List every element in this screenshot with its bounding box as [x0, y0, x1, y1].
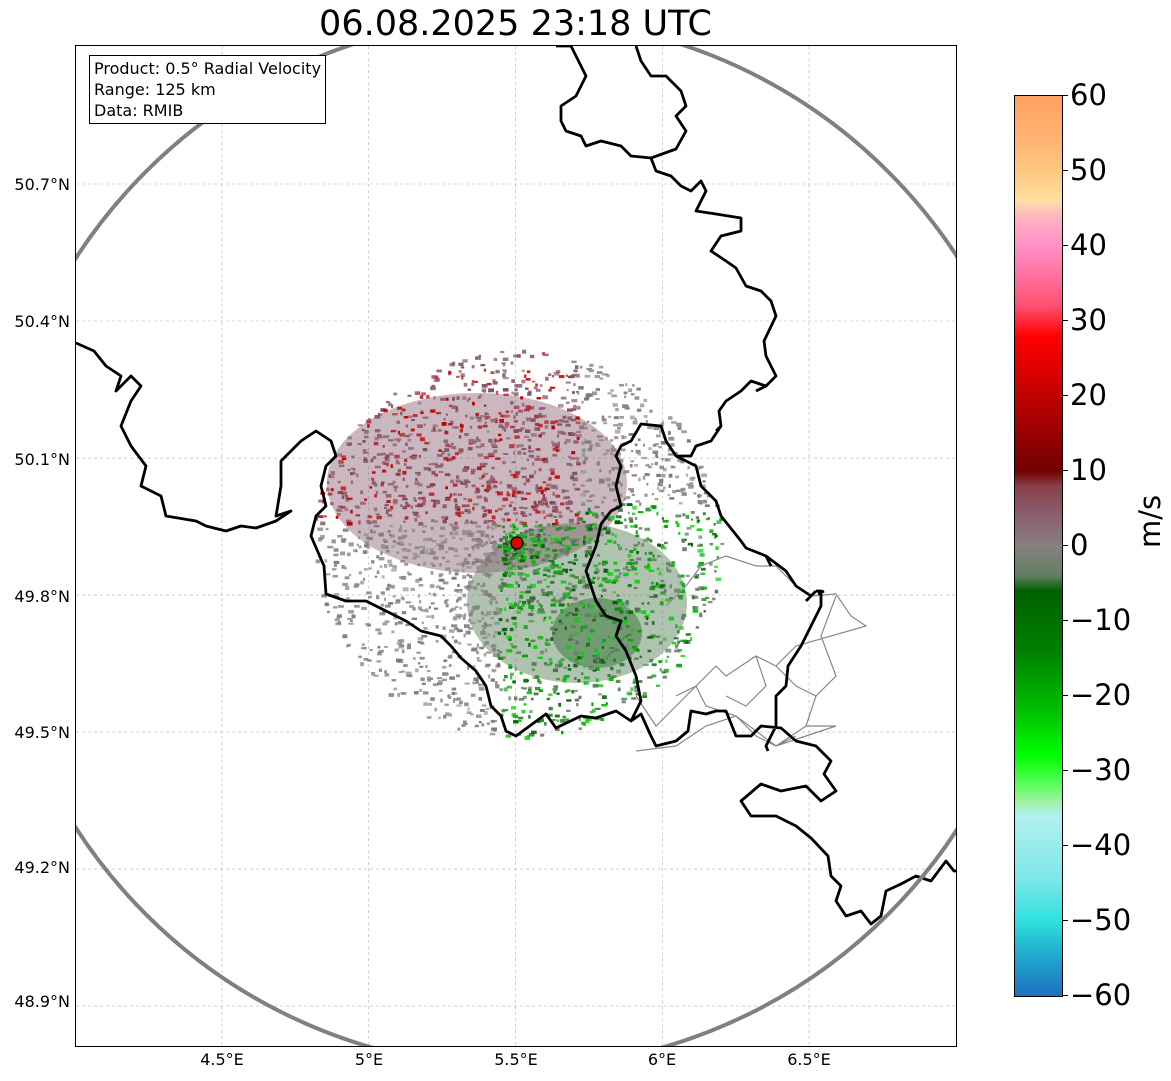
colorbar-unit-label: m/s — [1133, 494, 1167, 548]
colorbar-tick — [1062, 170, 1068, 171]
colorbar-tick-label: 60 — [1070, 78, 1107, 112]
colorbar-tick-label: 20 — [1070, 378, 1107, 412]
product-info-box: Product: 0.5° Radial Velocity Range: 125… — [89, 55, 327, 124]
lat-tick-label: 49.8°N — [14, 587, 70, 606]
data-source-label: Data: RMIB — [94, 101, 184, 120]
range-label: Range: 125 km — [94, 80, 216, 99]
country-borders — [76, 46, 956, 926]
lat-tick-label: 48.9°N — [14, 992, 70, 1011]
lon-tick-label: 4.5°E — [200, 1050, 244, 1069]
colorbar-tick-label: 30 — [1070, 303, 1107, 337]
lat-tick-label: 50.4°N — [14, 312, 70, 331]
colorbar-tick — [1062, 545, 1068, 546]
colorbar-tick — [1062, 320, 1068, 321]
colorbar-tick-label: 40 — [1070, 228, 1107, 262]
colorbar-tick-label: −10 — [1070, 603, 1132, 637]
lat-tick-label: 50.7°N — [14, 175, 70, 194]
colorbar-tick-label: −50 — [1070, 903, 1132, 937]
radar-map[interactable] — [75, 45, 957, 1047]
colorbar-tick-label: 0 — [1070, 528, 1089, 562]
lat-tick-label: 49.2°N — [14, 858, 70, 877]
lat-tick-label: 49.5°N — [14, 723, 70, 742]
colorbar-tick-label: 50 — [1070, 153, 1107, 187]
lon-tick-label: 6°E — [647, 1050, 677, 1069]
colorbar-tick — [1062, 470, 1068, 471]
colorbar-tick — [1062, 395, 1068, 396]
colorbar-tick-label: −60 — [1070, 978, 1132, 1012]
radar-site-marker[interactable] — [510, 536, 524, 550]
lon-tick-label: 5°E — [354, 1050, 384, 1069]
chart-title: 06.08.2025 23:18 UTC — [319, 4, 712, 44]
lat-tick-label: 50.1°N — [14, 450, 70, 469]
lon-tick-label: 6.5°E — [787, 1050, 831, 1069]
colorbar-tick — [1062, 695, 1068, 696]
lon-tick-label: 5.5°E — [494, 1050, 538, 1069]
colorbar-tick-label: −30 — [1070, 753, 1132, 787]
velocity-colorbar — [1014, 95, 1063, 997]
colorbar-tick — [1062, 920, 1068, 921]
colorbar-tick — [1062, 995, 1068, 996]
map-canvas — [76, 46, 956, 1046]
admin-boundaries — [635, 555, 868, 752]
colorbar-tick-label: −20 — [1070, 678, 1132, 712]
radar-echoes — [315, 349, 725, 741]
colorbar-tick-label: −40 — [1070, 828, 1132, 862]
colorbar-tick — [1062, 770, 1068, 771]
colorbar-tick — [1062, 245, 1068, 246]
colorbar-tick — [1062, 845, 1068, 846]
colorbar-tick — [1062, 95, 1068, 96]
colorbar-tick — [1062, 620, 1068, 621]
colorbar-tick-label: 10 — [1070, 453, 1107, 487]
product-label: Product: 0.5° Radial Velocity — [94, 59, 322, 78]
